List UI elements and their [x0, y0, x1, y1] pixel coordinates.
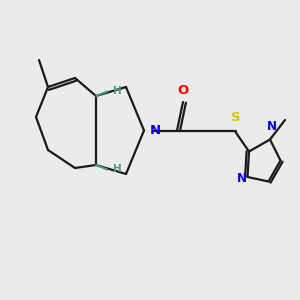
Text: H: H	[112, 164, 121, 175]
Text: N: N	[237, 172, 247, 185]
Text: N: N	[266, 121, 277, 134]
Text: N: N	[149, 124, 161, 137]
Text: O: O	[177, 84, 189, 97]
Text: H: H	[112, 86, 121, 97]
Text: S: S	[231, 112, 241, 124]
